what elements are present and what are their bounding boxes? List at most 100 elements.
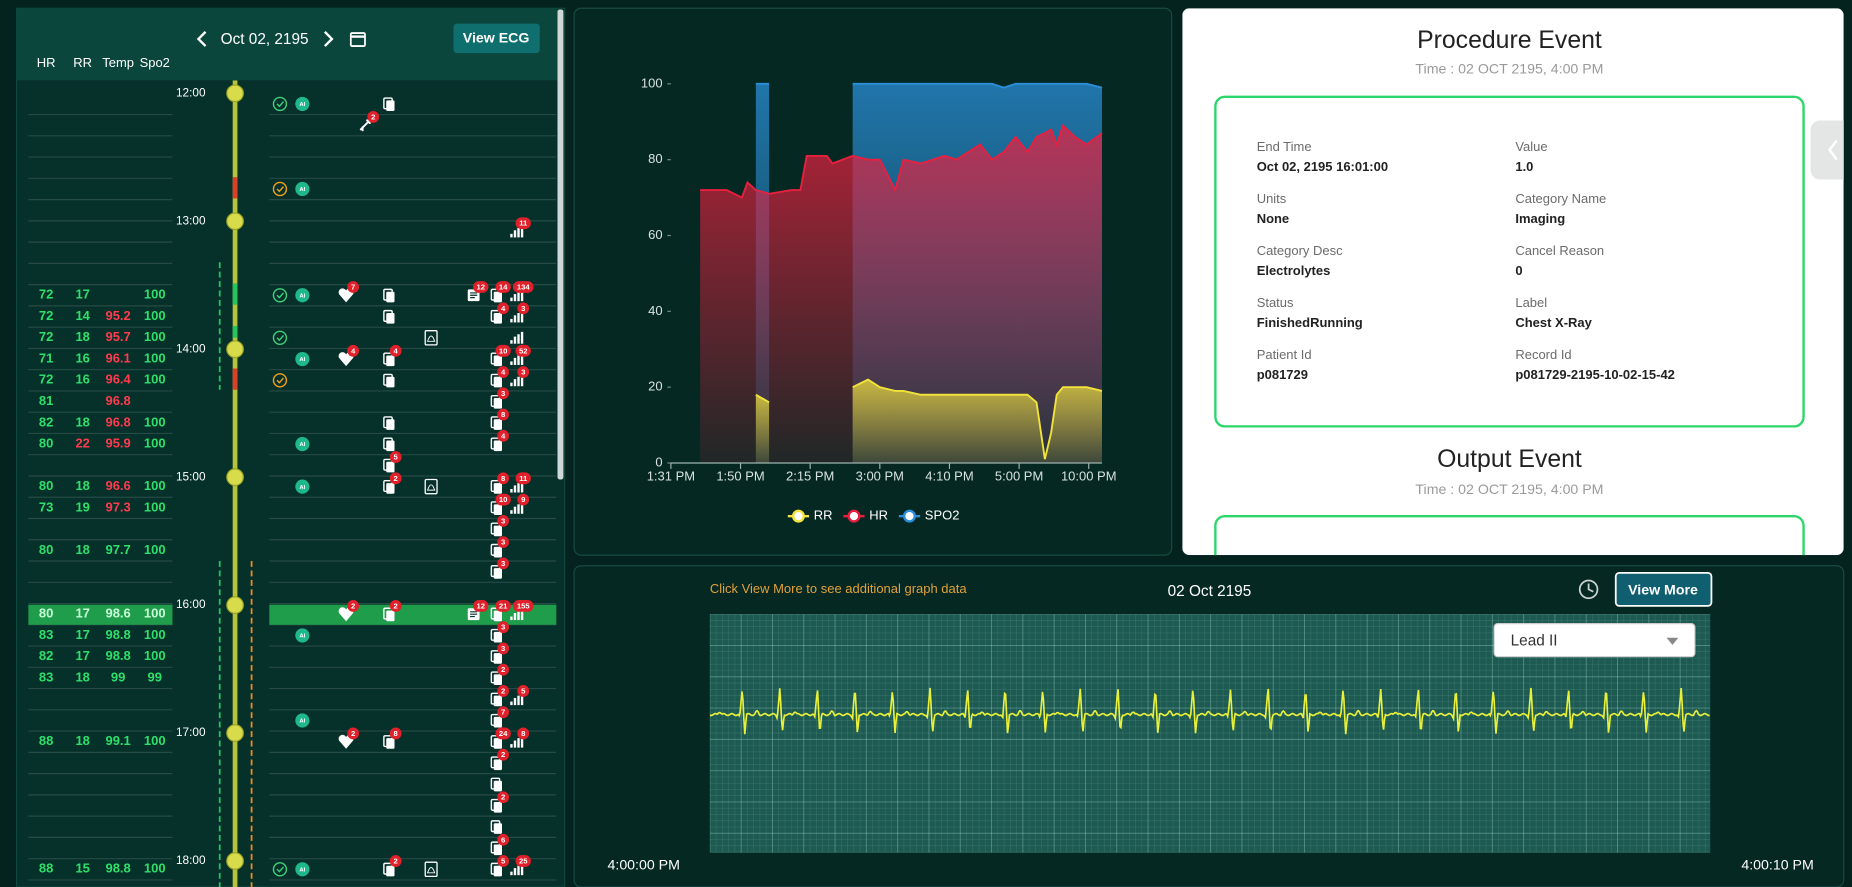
document-icon [386, 291, 395, 303]
vital-value: 99 [111, 669, 125, 684]
chart-icon-bar [513, 740, 517, 748]
badge-count: 4 [501, 368, 506, 377]
vital-value: 83 [39, 669, 53, 684]
vital-value: 100 [144, 329, 166, 344]
chart-icon-bar [517, 376, 520, 387]
badge-count: 2 [394, 601, 398, 610]
field-value: Imaging [1515, 211, 1565, 226]
field-value: FinishedRunning [1257, 315, 1363, 330]
view-ecg-label[interactable]: View ECG [463, 31, 530, 47]
procedure-card [1214, 95, 1805, 428]
scrollbar[interactable] [557, 9, 564, 480]
vital-value: 80 [39, 478, 53, 493]
timeline-body: 12:00 13:00 14:00 15:00 16:00 17:00 18:00 AI 2 AI… [28, 80, 557, 887]
prev-day[interactable] [196, 31, 207, 47]
badge [512, 599, 534, 612]
badge-count: 11 [519, 219, 528, 228]
series-line [700, 123, 1103, 199]
lead-select-value[interactable]: Lead II [1511, 632, 1558, 649]
status-icon-check [276, 186, 285, 193]
field-value: 0 [1515, 263, 1522, 278]
pdf-icon [424, 478, 438, 495]
badge [495, 344, 511, 357]
badge-count: 14 [499, 283, 508, 292]
document-icon [386, 440, 395, 452]
ai-icon-label: AI [299, 187, 305, 193]
x-tick-label: 4:10 PM [925, 469, 973, 484]
side-tab-chevron[interactable] [1828, 139, 1838, 161]
document-icon [493, 759, 502, 771]
ecg-start-time: 4:00:00 PM [608, 857, 680, 873]
badge-count: 2 [394, 857, 398, 866]
document-icon [493, 568, 502, 579]
legend-label: RR [814, 508, 833, 523]
document-icon [493, 546, 502, 558]
status-icon [272, 373, 288, 388]
badge [389, 472, 402, 485]
badge [497, 366, 510, 378]
badge [517, 685, 530, 697]
chart-icon-bar [513, 698, 517, 706]
field-label: Patient Id [1257, 347, 1312, 362]
vital-value: 80 [39, 606, 53, 621]
status-icon [272, 181, 288, 197]
vital-value: 100 [144, 350, 166, 365]
badge [389, 727, 402, 740]
view-more-button[interactable] [1614, 571, 1713, 607]
next-day[interactable] [323, 31, 334, 47]
vital-value: 16 [75, 372, 89, 387]
badge-count: 8 [394, 729, 399, 738]
badge-count: 3 [501, 538, 505, 547]
y-tick-label: 80 [648, 151, 662, 166]
hour-label: 16:00 [176, 597, 206, 611]
vital-value: 72 [39, 287, 53, 302]
vital-value: 72 [39, 308, 53, 323]
document-icon [493, 631, 502, 643]
area-fill [755, 394, 770, 463]
chart-icon-bar [513, 230, 517, 238]
vital-value: 96.4 [105, 372, 131, 387]
badge-count: 10 [499, 346, 508, 355]
vital-value: 97.3 [105, 499, 130, 514]
chart-icon-bar [520, 374, 524, 387]
field-label: Category Desc [1257, 243, 1343, 258]
calendar-button[interactable] [349, 32, 366, 47]
pdf-icon-glyph [426, 867, 436, 874]
ai-icon [295, 351, 310, 367]
chart-icon-bar [517, 865, 520, 876]
hour-label: 18:00 [176, 853, 206, 867]
x-tick-label: 5:00 PM [995, 469, 1043, 484]
vital-value: 100 [144, 648, 166, 663]
badge [515, 855, 531, 867]
vital-value: 95.9 [105, 436, 130, 451]
view-more-label[interactable]: View More [1628, 582, 1698, 598]
view-ecg-button[interactable] [453, 23, 540, 54]
badge-count: 3 [521, 368, 525, 377]
vital-value: 73 [39, 499, 53, 514]
ai-icon-label: AI [299, 357, 305, 363]
vital-value: 18 [75, 733, 89, 748]
chart-icon-bar [510, 510, 513, 514]
lead-select[interactable] [1493, 623, 1696, 658]
field-label: Value [1515, 139, 1547, 154]
chart-icon-bar [520, 289, 524, 302]
badge-count: 3 [501, 559, 505, 568]
badge [512, 281, 534, 293]
vital-value: 16 [75, 350, 89, 365]
badge-count: 5 [501, 857, 506, 866]
side-tab[interactable] [1810, 120, 1852, 180]
timeline-panel [15, 7, 566, 887]
detail-background [1182, 8, 1844, 556]
lead-select-caret[interactable] [1666, 637, 1679, 645]
status-icon-check [276, 292, 285, 299]
history-button[interactable] [1578, 579, 1599, 600]
badge [389, 599, 402, 612]
document-icon [493, 610, 502, 622]
series-line [755, 82, 1103, 89]
x-tick-label: 2:15 PM [786, 469, 834, 484]
chart-icon-bar [513, 294, 517, 302]
badge-count: 8 [501, 410, 506, 419]
document-icon [493, 674, 502, 686]
status-icon-check [276, 334, 285, 342]
